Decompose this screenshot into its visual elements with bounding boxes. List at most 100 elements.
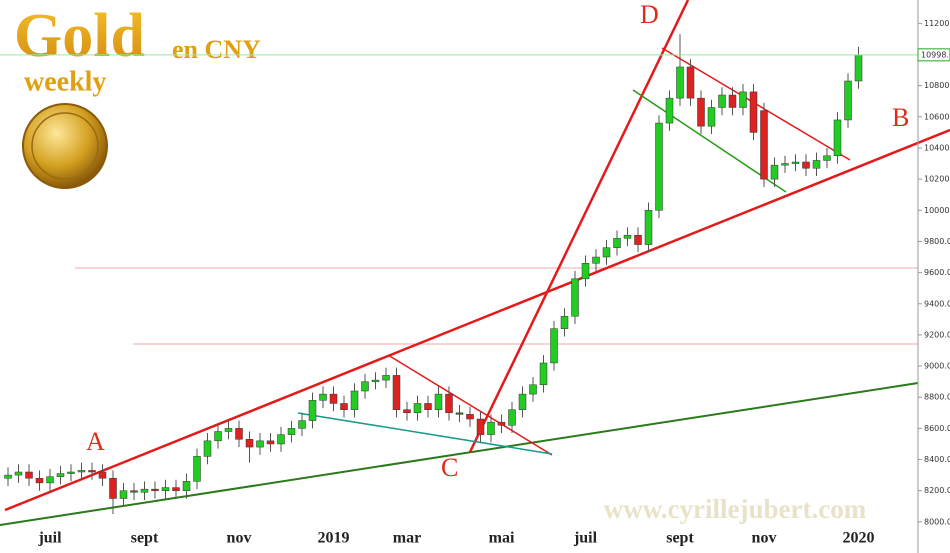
candle-body (634, 234, 642, 245)
label-d: D (640, 0, 659, 29)
candle-body (476, 418, 485, 435)
candle-body (655, 122, 663, 211)
candle-body (592, 256, 600, 264)
period: weekly (24, 66, 106, 97)
candle-body (613, 238, 621, 248)
candle-body (791, 161, 800, 164)
candle-body (392, 375, 401, 410)
candle-body (529, 384, 537, 395)
candle-body (508, 409, 516, 426)
candle-body (686, 66, 695, 99)
candle-body (382, 375, 390, 381)
candle-body (119, 490, 128, 499)
candle-body (340, 403, 348, 410)
y-tick-label: 10800.00 (924, 81, 950, 90)
candle-body (361, 381, 369, 392)
y-tick-label: 9000.00 (924, 362, 950, 371)
candle-body (403, 409, 411, 414)
candle-body (130, 490, 138, 493)
candle-body (161, 487, 170, 491)
candle-body (308, 400, 317, 421)
candle-body (14, 471, 23, 476)
subtitle: en CNY (172, 35, 261, 64)
y-tick-label: 10200.00 (924, 175, 950, 184)
candle-body (371, 379, 380, 382)
candle-body (697, 97, 705, 127)
y-tick-label: 10600.00 (924, 112, 950, 121)
last-price-box (917, 48, 950, 62)
y-tick-label: 8200.00 (924, 486, 950, 495)
candle-body (560, 315, 569, 329)
candle-body (182, 481, 191, 491)
candle-body (728, 94, 737, 108)
candle-body (277, 434, 285, 445)
coin-rim (31, 112, 99, 180)
candle-body (665, 97, 674, 124)
candle-body (287, 428, 296, 435)
candle-body (844, 80, 852, 121)
x-tick-label: nov (227, 530, 252, 547)
candle-body (203, 440, 212, 457)
candle-body (823, 155, 831, 161)
watermark: www.cyrillejubert.com (604, 494, 867, 524)
candle-body (350, 390, 359, 410)
candle-body (739, 91, 747, 108)
candle-body (802, 161, 810, 169)
x-tick-label: juil (37, 530, 62, 547)
candle-body (707, 107, 716, 127)
x-tick-label: juil (573, 530, 598, 547)
candle-body (781, 163, 789, 166)
y-tick-label: 8600.00 (924, 424, 950, 433)
candle-body (46, 476, 54, 484)
label-b: B (892, 103, 909, 132)
candle-body (151, 488, 159, 491)
y-tick-label: 10000.00 (924, 206, 950, 215)
candle-body (140, 488, 149, 493)
candle-body (434, 393, 443, 410)
y-tick-label: 9800.00 (924, 237, 950, 246)
candle-body (571, 278, 579, 317)
candle-body (235, 428, 243, 440)
y-tick-label: 8000.00 (924, 517, 950, 526)
x-tick-label: mai (489, 530, 515, 547)
candle-body (466, 414, 474, 420)
candle-body (88, 470, 96, 473)
candle-body (25, 471, 33, 479)
coin-icon (22, 103, 108, 189)
candle-body (214, 431, 222, 442)
y-tick-label: 9200.00 (924, 330, 950, 339)
candle-body (550, 328, 558, 364)
y-tick-label: 11200.00 (924, 19, 950, 28)
y-tick-label: 9600.00 (924, 268, 950, 277)
candle-body (676, 66, 684, 99)
candle-body (455, 412, 464, 415)
candle-body (266, 440, 275, 445)
candle-body (445, 393, 453, 414)
x-tick-label: 2019 (318, 530, 350, 547)
candle-body (602, 247, 611, 258)
candle-body (749, 91, 758, 133)
candle-body (854, 54, 863, 82)
y-tick-label: 10400.00 (924, 143, 950, 152)
candle-body (67, 471, 75, 474)
candle-body (77, 470, 86, 473)
y-tick-label: 8800.00 (924, 393, 950, 402)
candle-body (487, 421, 495, 435)
x-tick-label: sept (131, 530, 159, 547)
y-tick-label: 9400.00 (924, 299, 950, 308)
candle-body (245, 439, 254, 448)
candle-body (256, 440, 264, 448)
last-price-label: 10998.0 (921, 50, 950, 59)
y-tick-label: 8400.00 (924, 455, 950, 464)
candle-body (319, 393, 327, 401)
candle-body (424, 403, 432, 410)
candle-body (623, 234, 632, 239)
candle-body (98, 471, 107, 479)
candle-body (833, 119, 842, 157)
candle-body (539, 362, 548, 386)
candle-body (518, 393, 527, 410)
title: Gold (14, 2, 145, 70)
candle-body (770, 164, 779, 180)
candle-body (35, 477, 44, 484)
